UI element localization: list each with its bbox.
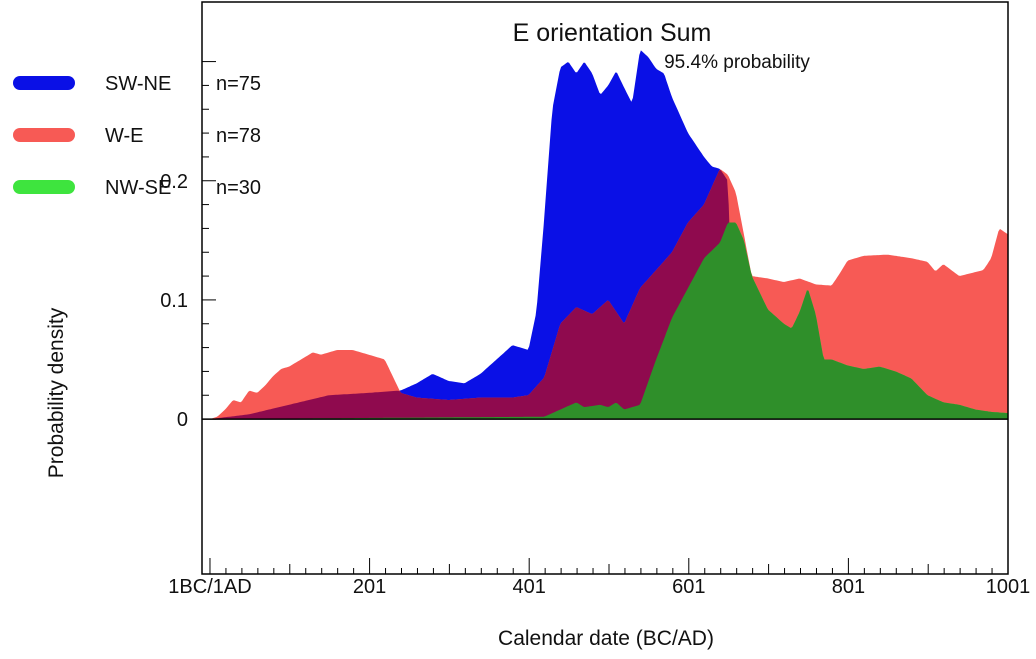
x-tick-label: 801 [832, 576, 865, 598]
legend-count-we: n=78 [216, 125, 261, 147]
legend: SW-NE n=75 W-E n=78 NW-SE n=30 [13, 73, 261, 199]
overlap-area-w-e-nw-se [210, 222, 1008, 420]
x-tick-label: 401 [513, 576, 546, 598]
axes-group: 1BC/1AD 201 401 601 801 1001 0 0.1 0.2 [160, 61, 1031, 598]
legend-label-nwse: NW-SE [105, 177, 171, 199]
chart-subtitle: 95.4% probability [664, 52, 810, 73]
y-axis-label: Probability density [45, 307, 68, 478]
y-tick-label: 0.1 [160, 290, 188, 312]
chart-title: E orientation Sum [513, 19, 712, 47]
plot-frame-group [201, 1, 1009, 575]
legend-label-swne: SW-NE [105, 73, 171, 95]
plot-frame [201, 1, 1009, 575]
series-area-sw-ne [210, 50, 1008, 420]
x-tick-label: 601 [672, 576, 705, 598]
legend-count-nwse: n=30 [216, 177, 261, 199]
x-tick-label: 1001 [986, 576, 1031, 598]
x-tick-label: 1BC/1AD [168, 576, 251, 598]
y-tick-label: 0.2 [160, 171, 188, 193]
y-tick-label: 0 [177, 409, 188, 431]
legend-label-we: W-E [105, 125, 144, 147]
series-group [202, 50, 1008, 420]
overlap-area-sw-ne-w-e [210, 170, 1008, 420]
legend-count-swne: n=75 [216, 73, 261, 95]
x-axis-label: Calendar date (BC/AD) [498, 627, 714, 650]
x-tick-label: 201 [353, 576, 386, 598]
